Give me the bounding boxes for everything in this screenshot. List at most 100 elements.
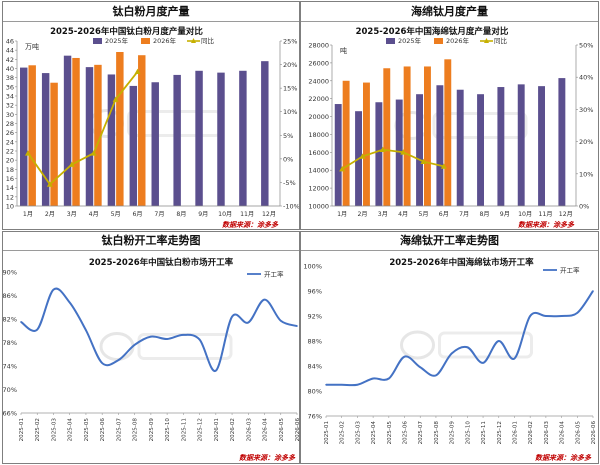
x-tick-label: 10月 <box>218 211 232 218</box>
rate-point-10 <box>166 338 168 340</box>
x-tick-label: 2025-01 <box>19 418 25 442</box>
bar-2025-12 <box>558 78 566 206</box>
rate-point-17 <box>279 319 282 322</box>
x-tick-label: 2025-07 <box>418 421 424 445</box>
panel-divider <box>301 21 598 22</box>
chart-title: 2025-2026年中国钛白粉月度产量对比 <box>50 26 203 37</box>
x-tick-label: 11月 <box>538 211 552 218</box>
x-tick-label: 2026-05 <box>279 418 285 442</box>
yoy-point-3 <box>68 161 75 167</box>
legend-label: 2026年 <box>446 36 470 45</box>
y2-tick-label: 25% <box>283 38 297 46</box>
rate-point-12 <box>198 338 201 341</box>
chart-title: 2025-2026年中国海绵钛市场开工率 <box>389 257 534 268</box>
y2-tick-label: 20% <box>579 138 593 146</box>
rate-point-6 <box>403 355 406 358</box>
rate-point-1 <box>325 383 327 386</box>
panel-divider <box>3 21 299 22</box>
x-tick-label: 2025-12 <box>198 418 204 441</box>
bar-2025-7 <box>456 89 464 206</box>
rate-point-17 <box>576 312 579 314</box>
y2-tick-label: 15% <box>283 85 297 93</box>
x-tick-label: 7月 <box>459 211 469 218</box>
x-tick-label: 2025-08 <box>133 418 139 442</box>
x-tick-label: 2025-11 <box>481 421 487 445</box>
rate-point-11 <box>182 334 185 336</box>
x-tick-label: 2025-08 <box>434 421 440 445</box>
yoy-point-3 <box>379 146 386 153</box>
yoy-point-6 <box>440 163 447 169</box>
watermark-logo-box <box>438 331 533 359</box>
x-tick-label: 2026-05 <box>575 421 581 445</box>
legend-label: 2026年 <box>153 36 177 45</box>
x-tick-label: 2026-06 <box>295 418 299 442</box>
y2-tick-label: 10% <box>579 170 593 178</box>
bar-2025-1 <box>20 67 28 206</box>
x-tick-label: 9月 <box>198 211 208 218</box>
panel-divider <box>3 250 299 251</box>
legend-label: 开工率 <box>560 266 580 275</box>
x-tick-label: 3月 <box>378 211 388 218</box>
x-tick-label: 2025-12 <box>497 421 503 444</box>
rate-point-14 <box>529 315 531 317</box>
chart-title: 2025-2026年中国海绵钛月度产量对比 <box>356 26 509 37</box>
x-tick-label: 2025-03 <box>51 418 57 442</box>
rate-point-2 <box>36 328 39 331</box>
yoy-point-1 <box>24 150 31 156</box>
y-tick-label: 18 <box>6 166 14 174</box>
panel-title: 钛白粉月度产量 <box>112 5 190 18</box>
legend-label: 2025年 <box>105 36 129 45</box>
x-tick-label: 1月 <box>337 211 347 218</box>
rate-point-12 <box>497 340 500 342</box>
y-tick-label: 86% <box>3 292 17 300</box>
rate-point-9 <box>450 352 453 355</box>
bar-2025-3 <box>375 102 383 206</box>
x-tick-label: 5月 <box>111 211 121 218</box>
x-tick-label: 1月 <box>23 211 33 218</box>
bar-2025-9 <box>195 70 203 206</box>
bar-2025-11 <box>239 70 247 206</box>
rate-point-15 <box>545 315 547 317</box>
y-tick-label: 14000 <box>308 167 329 175</box>
yoy-point-2 <box>359 153 366 159</box>
y-tick-label: 100% <box>303 263 322 271</box>
data-source-note: 数据来源：涂多多 <box>222 220 279 229</box>
x-tick-label: 2026-03 <box>544 421 550 445</box>
x-tick-label: 2025-11 <box>181 418 187 442</box>
y-tick-label: 76% <box>308 413 322 421</box>
x-tick-label: 2025-10 <box>465 421 471 445</box>
y-tick-label: 42 <box>6 56 14 64</box>
bar-2025-8 <box>477 94 484 206</box>
rate-point-8 <box>435 374 437 377</box>
y-tick-label: 32 <box>6 102 14 110</box>
rate-point-13 <box>215 369 217 372</box>
y2-tick-label: 0% <box>283 155 293 163</box>
tio2-rate-panel: 钛白粉开工率走势图 2025-2026年中国钛白粉市场开工率 66% 70% 74% 7… <box>2 231 300 464</box>
rate-point-3 <box>52 288 55 291</box>
rate-point-16 <box>560 315 563 317</box>
legend-label: 开工率 <box>264 270 284 279</box>
y-tick-label: 14 <box>6 184 14 192</box>
x-tick-label: 2025-06 <box>403 421 409 445</box>
x-tick-label: 5月 <box>418 211 428 218</box>
panel-title: 海绵钛月度产量 <box>411 5 488 18</box>
x-tick-label: 2025-07 <box>116 418 122 442</box>
y-tick-label: 96% <box>308 288 322 296</box>
bar-2026-4 <box>403 66 411 206</box>
legend-marker <box>484 38 489 43</box>
utilization-rate-line <box>326 290 594 387</box>
bar-2025-6 <box>129 85 138 206</box>
y-tick-label: 20 <box>6 157 14 165</box>
y-tick-label: 28 <box>6 120 14 128</box>
y-tick-label: 18000 <box>308 131 329 139</box>
rate-point-9 <box>150 335 152 338</box>
legend-label: 同比 <box>201 36 215 45</box>
watermark-logo-mark <box>99 332 135 361</box>
y2-tick-label: 30% <box>579 106 593 114</box>
y-tick-label: 66% <box>3 410 17 418</box>
bar-2025-5 <box>416 94 423 206</box>
yoy-line <box>341 148 445 170</box>
x-tick-label: 2026-03 <box>246 418 252 442</box>
legend-label: 2025年 <box>398 36 422 45</box>
y-tick-label: 92% <box>308 313 322 321</box>
